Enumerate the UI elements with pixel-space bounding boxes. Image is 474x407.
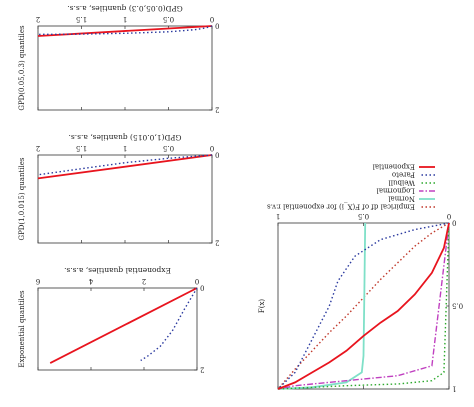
chart-panel-p3: 0 2 4 6 0 2 Exponential quantiles, a.s.s. Expon… — [18, 266, 204, 374]
y-tick-label: 0 — [200, 284, 204, 292]
legend-label: Weibull — [388, 179, 415, 187]
series-line — [277, 222, 367, 390]
x-tick-label: 0.5 — [163, 144, 174, 152]
chart-panel-p2: 0 0.5 1 1.5 2 0 2 GPD(1,0.015) quantiles, a.s.s… — [18, 133, 219, 247]
x-tick-label: 2 — [142, 277, 146, 285]
y-tick-label: 0 — [215, 22, 219, 30]
chart-plot-p2: 0 0.5 1 1.5 2 0 2 GPD(1,0.015) quantiles, a.s.s… — [18, 133, 219, 247]
legend-label: Pareto — [392, 171, 415, 179]
x-tick-label: 1.5 — [76, 144, 87, 152]
series-line — [37, 25, 213, 37]
x-tick-label: 1 — [276, 212, 280, 220]
series-line — [277, 222, 450, 390]
y-tick-label: 1 — [452, 385, 456, 393]
y-tick-label: 2 — [215, 239, 219, 247]
y-tick-label: 0.5 — [452, 302, 463, 310]
plot-frame — [37, 25, 213, 111]
legend-label: Normal — [388, 195, 415, 203]
x-tick-label: 0.5 — [163, 15, 174, 23]
chart-panel-p4: 0 0.5 1 0 0.5 1 F(x) Empirical df of F(X_i) for… — [258, 163, 463, 393]
y-tick-label: 2 — [215, 106, 219, 114]
legend-label: Empirical df of F(X_i) for exponential r… — [267, 203, 415, 211]
y-axis-label: Exponential quantiles — [18, 290, 26, 368]
series-line — [140, 287, 198, 362]
series-line — [277, 222, 450, 390]
x-tick-label: 2 — [36, 15, 40, 23]
x-tick-label: 2 — [36, 144, 40, 152]
series-line — [37, 154, 213, 176]
chart-plot-p3: 0 2 4 6 0 2 Exponential quantiles, a.s.s. Expon… — [18, 266, 204, 374]
y-tick-label: 0 — [215, 151, 219, 159]
x-tick-label: 0 — [447, 212, 451, 220]
x-tick-label: 1.5 — [76, 15, 87, 23]
y-axis-label: F(x) — [258, 299, 266, 314]
y-tick-label: 2 — [200, 366, 204, 374]
chart-plot-p4: 0 0.5 1 0 0.5 1 F(x) Empirical df of F(X_i) for… — [258, 163, 463, 393]
x-tick-label: 6 — [35, 277, 40, 285]
x-tick-label: 0 — [210, 15, 214, 23]
chart-legend: Empirical df of F(X_i) for exponential r… — [267, 163, 435, 211]
legend-label: Exponential — [372, 163, 415, 171]
y-tick-label: 0 — [452, 219, 456, 227]
x-tick-label: 0.5 — [358, 212, 369, 220]
y-axis-label: GPD(0.05,0.3) quantiles — [18, 25, 26, 111]
x-tick-label: 1 — [123, 144, 127, 152]
series-line — [49, 287, 198, 364]
legend-label: Lognormal — [376, 187, 415, 195]
y-axis-label: GPD(1,0.015) quantiles — [18, 157, 26, 240]
x-tick-label: 0 — [210, 144, 214, 152]
chart-title: GPD(0.05,0.3) quantiles, a.s.s. — [67, 4, 182, 13]
x-tick-label: 0 — [195, 277, 199, 285]
series-line — [37, 25, 213, 36]
plot-frame — [37, 154, 213, 244]
plot-frame — [37, 287, 198, 371]
chart-panel-p1: 0 0.5 1 1.5 2 0 2 GPD(0.05,0.3) quantiles, a.s.… — [18, 4, 219, 114]
x-tick-label: 4 — [88, 277, 93, 285]
chart-title: Exponential quantiles, a.s.s. — [64, 266, 171, 275]
series-line — [277, 222, 450, 390]
series-line — [37, 154, 213, 180]
x-tick-label: 1 — [123, 15, 127, 23]
chart-plot-p1: 0 0.5 1 1.5 2 0 2 GPD(0.05,0.3) quantiles, a.s.… — [18, 4, 219, 114]
chart-title: GPD(1,0.015) quantiles, a.s.s. — [68, 133, 181, 142]
series-line — [277, 222, 450, 390]
